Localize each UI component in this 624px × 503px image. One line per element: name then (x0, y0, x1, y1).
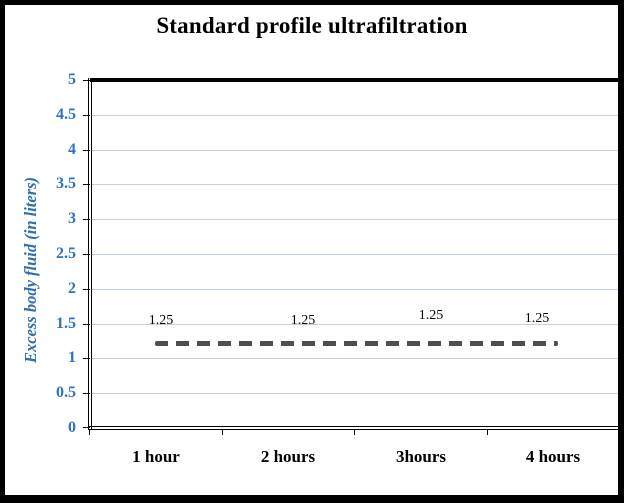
y-axis-title-text: Excess body fluid (in liters) (21, 176, 40, 364)
y-tick-label: 1.5 (56, 315, 76, 332)
y-tick (83, 184, 90, 185)
y-tick-label: 5 (68, 71, 76, 88)
y-tick (83, 219, 90, 220)
gridline (92, 115, 619, 116)
x-category-label: 4 hours (525, 447, 581, 466)
x-category-label: 2 hours (260, 447, 316, 466)
y-axis-line (88, 78, 92, 430)
y-tick (83, 427, 90, 428)
y-tick (83, 324, 90, 325)
y-tick-label: 3.5 (56, 175, 76, 192)
plot-top-border (90, 78, 619, 82)
x-tick (89, 430, 90, 435)
x-tick (354, 430, 355, 435)
y-tick (83, 358, 90, 359)
gridline (92, 254, 619, 255)
gridline (92, 324, 619, 325)
x-category-label: 1 hour (132, 447, 180, 466)
data-label: 1.25 (290, 313, 316, 328)
y-tick-label: 0 (68, 419, 76, 436)
y-tick (83, 254, 90, 255)
y-tick-label: 3 (68, 210, 76, 227)
y-tick (83, 115, 90, 116)
data-label: 1.25 (418, 308, 444, 323)
gridline (92, 184, 619, 185)
x-category-label: 3hours (395, 447, 447, 466)
x-tick (222, 430, 223, 435)
gridline (92, 150, 619, 151)
y-tick-label: 2.5 (56, 245, 76, 262)
y-tick-label: 4.5 (56, 106, 76, 123)
series-dashed-line (155, 341, 558, 346)
y-tick (83, 150, 90, 151)
x-tick (487, 430, 488, 435)
gridline (92, 358, 619, 359)
y-tick-label: 2 (68, 280, 76, 297)
y-tick (83, 80, 90, 81)
gridline (92, 289, 619, 290)
data-label: 1.25 (524, 311, 550, 326)
y-tick (83, 289, 90, 290)
data-label: 1.25 (148, 313, 174, 328)
y-tick-label: 1 (68, 349, 76, 366)
y-tick (83, 393, 90, 394)
y-tick-label: 0.5 (56, 384, 76, 401)
gridline (92, 219, 619, 220)
y-tick-label: 4 (68, 141, 76, 158)
gridline (92, 393, 619, 394)
chart-title: Standard profile ultrafiltration (156, 13, 468, 38)
x-axis-line (88, 426, 619, 430)
